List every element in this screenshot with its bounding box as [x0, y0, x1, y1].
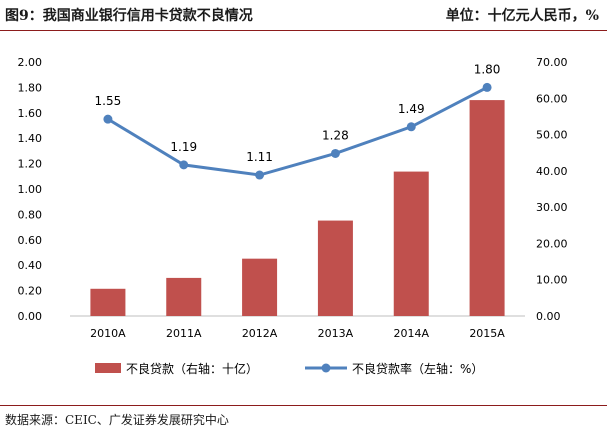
bar: [166, 277, 202, 316]
right-axis-tick-label: 50.00: [536, 129, 568, 142]
legend-swatch-marker: [321, 363, 331, 373]
unit-label: 单位：十亿元人民币，%: [445, 8, 599, 24]
legend-label-line: 不良贷款率（左轴：%）: [352, 361, 483, 376]
left-axis-tick-label: 1.00: [18, 183, 43, 196]
figure-header: 图9：我国商业银行信用卡贷款不良情况 单位：十亿元人民币，%: [0, 0, 607, 30]
left-axis-tick-label: 0.60: [18, 234, 43, 247]
left-axis-tick-label: 2.00: [18, 56, 43, 69]
line-point: [103, 114, 113, 124]
right-axis-tick-label: 0.00: [536, 310, 561, 323]
left-axis-tick-label: 1.80: [18, 81, 43, 94]
left-axis-tick-label: 0.80: [18, 208, 43, 221]
series-line: [107, 86, 488, 177]
x-axis-tick-label: 2011A: [166, 327, 202, 340]
right-axis-tick-label: 30.00: [536, 201, 568, 214]
right-axis-tick-label: 20.00: [536, 237, 568, 250]
legend-swatch-bar: [95, 363, 121, 373]
x-axis-tick-label: 2014A: [393, 327, 429, 340]
line-point: [482, 82, 492, 92]
data-label: 1.19: [170, 140, 197, 154]
right-axis-tick-label: 60.00: [536, 92, 568, 105]
right-axis-tick-label: 10.00: [536, 274, 568, 287]
bar: [242, 258, 278, 316]
legend-label-bar: 不良贷款（右轴：十亿）: [126, 361, 258, 376]
x-axis: 2010A 2011A 2012A 2013A 2014A 2015A: [90, 327, 505, 340]
figure-title: 图9：我国商业银行信用卡贷款不良情况: [5, 8, 253, 24]
line-point: [406, 122, 416, 132]
bar: [90, 288, 126, 316]
left-axis-tick-label: 0.40: [18, 259, 43, 272]
data-label: 1.28: [322, 128, 349, 142]
source-note: 数据来源：CEIC、广发证券发展研究中心: [5, 413, 229, 427]
x-axis-tick-label: 2015A: [469, 327, 505, 340]
data-label: 1.11: [246, 150, 273, 164]
line-point: [179, 160, 189, 170]
footer-divider: [0, 405, 607, 406]
data-label: 1.49: [398, 102, 425, 116]
line-point: [255, 170, 265, 180]
bar: [393, 171, 429, 316]
left-axis-tick-label: 0.00: [18, 310, 43, 323]
x-axis-tick-label: 2012A: [242, 327, 278, 340]
left-axis-tick-label: 1.40: [18, 132, 43, 145]
left-axis-tick-label: 1.60: [18, 107, 43, 120]
right-axis: 0.00 10.00 20.00 30.00 40.00 50.00 60.00 70.00: [536, 56, 568, 323]
right-axis-tick-label: 40.00: [536, 165, 568, 178]
x-axis-tick-label: 2013A: [318, 327, 354, 340]
bar-series: [90, 100, 505, 316]
legend: 不良贷款（右轴：十亿） 不良贷款率（左轴：%）: [95, 361, 483, 376]
line-point: [330, 148, 340, 158]
right-axis-tick-label: 70.00: [536, 56, 568, 69]
chart: 0.00 0.20 0.40 0.60 0.80 1.00 1.20 1.40 1.60 1.80…: [18, 56, 568, 376]
header-divider: [0, 30, 607, 31]
bar: [317, 220, 353, 316]
line-series: 1.55 1.19 1.11 1.28 1.49 1.80: [95, 62, 501, 180]
data-label: 1.80: [474, 62, 501, 76]
x-axis-tick-label: 2010A: [90, 327, 126, 340]
left-axis: 0.00 0.20 0.40 0.60 0.80 1.00 1.20 1.40 1.60 1.80…: [18, 56, 43, 323]
left-axis-tick-label: 1.20: [18, 158, 43, 171]
bar: [469, 100, 505, 316]
left-axis-tick-label: 0.20: [18, 285, 43, 298]
data-label: 1.55: [95, 94, 122, 108]
